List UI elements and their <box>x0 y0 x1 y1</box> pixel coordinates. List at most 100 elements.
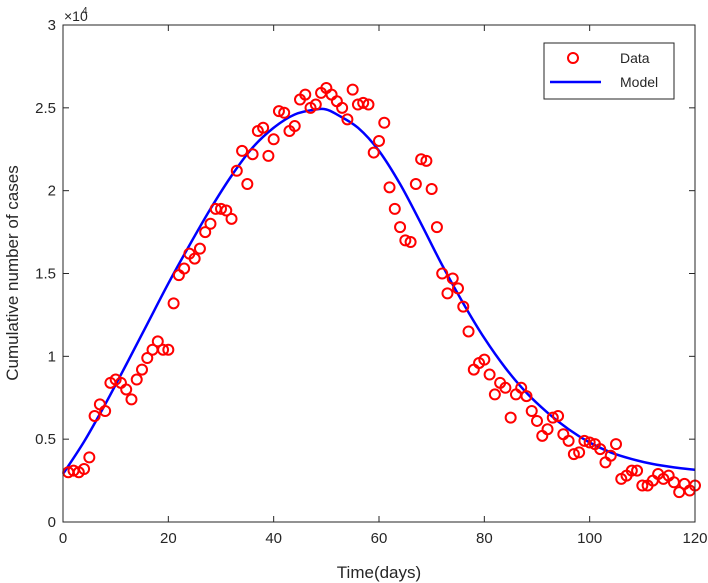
y-tick-label: 0 <box>48 514 56 531</box>
data-point <box>404 236 417 249</box>
data-point <box>483 368 496 381</box>
x-tick-label: 120 <box>682 530 707 547</box>
model-layer <box>61 107 696 475</box>
data-point <box>594 443 607 456</box>
legend-data-marker <box>567 52 579 64</box>
x-tick-label: 100 <box>577 530 602 547</box>
legend-box <box>543 42 675 100</box>
y-tick-label: 1.5 <box>35 266 56 283</box>
data-point <box>125 393 138 406</box>
data-point <box>552 409 565 422</box>
data-point <box>346 83 359 96</box>
data-point <box>83 451 96 464</box>
data-point <box>409 178 422 191</box>
data-point <box>336 101 349 114</box>
data-point <box>220 204 233 217</box>
y-axis-ticks: 0 0.5 1 1.5 2 2.5 3 <box>35 17 695 531</box>
data-point <box>610 438 622 451</box>
data-point <box>578 434 591 447</box>
data-point <box>236 144 249 157</box>
data-point <box>399 234 412 247</box>
data-point <box>457 300 470 313</box>
data-point <box>141 351 154 364</box>
legend: Data Model <box>543 42 675 100</box>
data-point <box>257 121 270 134</box>
y-tick-label: 2.5 <box>35 100 56 117</box>
data-point <box>167 297 180 310</box>
y-tick-label: 2 <box>48 183 56 200</box>
legend-model-label: Model <box>620 74 658 90</box>
y-exponent-power: 4 <box>82 6 88 17</box>
data-point <box>583 436 596 449</box>
data-point <box>567 448 580 461</box>
data-point <box>525 405 538 418</box>
data-point <box>151 335 164 348</box>
data-point <box>631 464 644 477</box>
data-point <box>573 446 586 459</box>
data-point <box>499 381 512 394</box>
data-point <box>562 434 575 447</box>
data-point <box>425 183 438 196</box>
data-point <box>136 363 148 376</box>
data-point <box>441 287 454 300</box>
data-point <box>188 252 201 265</box>
data-point <box>241 178 254 191</box>
x-tick-label: 20 <box>160 530 177 547</box>
data-point <box>299 88 312 101</box>
data-point <box>383 181 396 194</box>
model-line <box>61 107 696 475</box>
y-tick-label: 3 <box>48 17 56 34</box>
data-point <box>488 388 501 401</box>
data-point <box>246 148 259 161</box>
data-point <box>531 414 543 427</box>
legend-data-label: Data <box>620 50 650 66</box>
data-point <box>193 242 206 255</box>
data-point <box>604 449 617 462</box>
data-point <box>430 221 443 234</box>
data-point <box>225 212 238 225</box>
data-point <box>99 405 112 418</box>
data-point <box>272 105 285 118</box>
data-point <box>515 381 528 394</box>
data-point <box>520 390 533 403</box>
data-point <box>278 106 291 119</box>
data-point <box>546 411 559 424</box>
data-point <box>378 116 391 129</box>
data-point <box>199 226 212 239</box>
x-tick-label: 40 <box>265 530 282 547</box>
data-point <box>341 113 354 126</box>
data-point <box>157 343 170 356</box>
data-point <box>541 423 554 436</box>
data-point <box>78 462 91 475</box>
data-point <box>178 262 191 275</box>
data-point <box>130 373 143 386</box>
data-point <box>394 221 407 234</box>
y-axis-label: Cumulative number of cases <box>3 165 22 380</box>
data-point <box>625 464 638 477</box>
y-tick-label: 0.5 <box>35 431 56 448</box>
x-tick-label: 80 <box>476 530 493 547</box>
data-point <box>288 120 301 133</box>
x-tick-label: 60 <box>371 530 388 547</box>
data-point <box>230 164 243 177</box>
x-tick-label: 0 <box>59 530 67 547</box>
y-exponent-base: ×10 <box>64 8 88 24</box>
data-point <box>162 343 175 356</box>
data-point <box>446 272 459 285</box>
data-point <box>204 217 217 230</box>
y-tick-label: 1 <box>48 348 56 365</box>
x-axis-label: Time(days) <box>337 563 421 582</box>
data-point <box>262 149 275 162</box>
data-point <box>436 267 449 280</box>
data-point <box>309 98 322 111</box>
data-point <box>504 411 517 424</box>
data-point <box>420 154 433 167</box>
data-point <box>452 282 464 295</box>
data-point <box>88 409 101 422</box>
data-point <box>636 479 649 492</box>
data-point <box>362 98 375 111</box>
data-point <box>267 133 280 146</box>
data-point <box>215 202 227 215</box>
data-point <box>462 325 475 338</box>
